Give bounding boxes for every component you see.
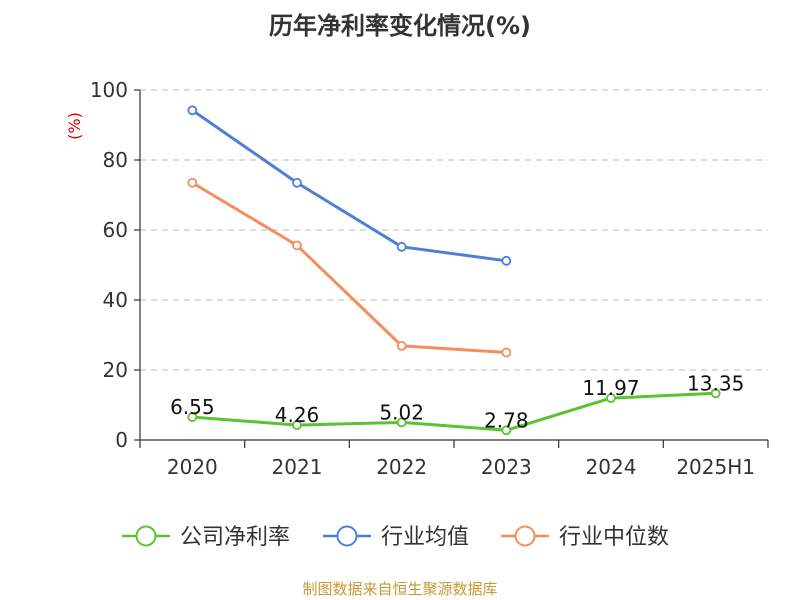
chart-title: 历年净利率变化情况(%) xyxy=(269,12,531,40)
x-tick-label: 2022 xyxy=(376,455,427,479)
data-label: 5.02 xyxy=(379,400,424,424)
x-tick-label: 2024 xyxy=(586,455,637,479)
x-tick-label: 2021 xyxy=(272,455,323,479)
source-note: 制图数据来自恒生聚源数据库 xyxy=(302,580,498,598)
y-axis-title: (%) xyxy=(65,112,84,140)
data-label: 6.55 xyxy=(170,395,215,419)
series-line-2 xyxy=(191,181,507,354)
data-point[interactable] xyxy=(187,177,198,188)
data-point[interactable] xyxy=(606,393,616,404)
data-point[interactable] xyxy=(187,412,198,422)
series-line-1 xyxy=(191,109,507,263)
data-label: 11.97 xyxy=(582,376,639,400)
series-layer xyxy=(187,105,721,436)
data-point[interactable] xyxy=(396,340,407,351)
legend-marker xyxy=(135,525,157,547)
data-label: 4.26 xyxy=(275,403,320,427)
y-tick-label: 80 xyxy=(103,148,128,172)
data-label: 13.35 xyxy=(687,371,744,395)
x-tick-label: 2023 xyxy=(481,455,532,479)
legend-label: 行业中位数 xyxy=(559,525,669,550)
data-point[interactable] xyxy=(396,241,407,252)
legend-item-0[interactable]: 公司净利率 xyxy=(122,525,290,550)
legend-marker xyxy=(336,525,358,547)
data-point[interactable] xyxy=(292,240,302,251)
data-point[interactable] xyxy=(292,420,302,430)
data-point[interactable] xyxy=(501,425,512,436)
grid-layer xyxy=(140,89,768,371)
y-tick-label: 20 xyxy=(103,358,128,382)
y-tick-label: 40 xyxy=(103,288,128,312)
data-point[interactable] xyxy=(396,417,407,428)
data-point[interactable] xyxy=(710,388,721,399)
y-tick-label: 0 xyxy=(115,428,128,452)
legend-item-1[interactable]: 行业均值 xyxy=(323,525,469,550)
legend[interactable]: 公司净利率 行业均值 行业中位数 xyxy=(122,525,669,550)
series-line-0 xyxy=(192,391,716,432)
legend-marker xyxy=(514,525,536,547)
legend-item-2[interactable]: 行业中位数 xyxy=(501,525,669,550)
legend-label: 行业均值 xyxy=(381,525,469,550)
x-tick-label: 2020 xyxy=(167,455,218,479)
x-tick-label: 2025H1 xyxy=(676,455,755,479)
data-label-layer: 6.55 4.26 5.02 2.78 11.97 13.35 xyxy=(170,371,744,432)
data-point[interactable] xyxy=(292,177,302,188)
data-point[interactable] xyxy=(187,105,198,116)
y-tick-label: 60 xyxy=(103,218,128,242)
y-tick-label: 100 xyxy=(90,78,128,102)
data-label: 2.78 xyxy=(484,408,529,432)
legend-label: 公司净利率 xyxy=(180,525,290,550)
data-point[interactable] xyxy=(501,347,512,358)
data-point[interactable] xyxy=(501,255,512,266)
axis-layer: 0 20 40 60 80 100 2020 2021 2022 2023 2024 2025H1 xyxy=(90,78,769,479)
